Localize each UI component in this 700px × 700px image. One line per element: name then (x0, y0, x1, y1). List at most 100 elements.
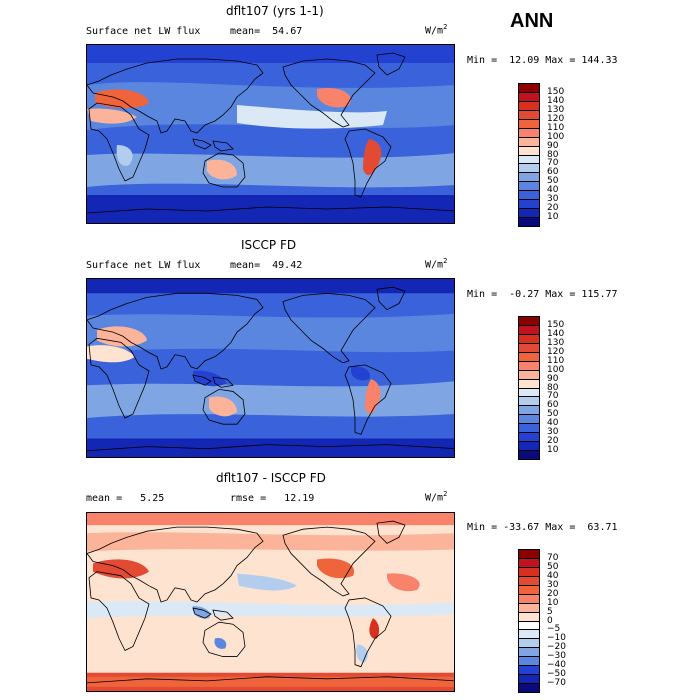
panel-1-units: W/m2 (425, 23, 448, 37)
contour-region (214, 637, 227, 649)
colorbar-level-label: −30 (547, 651, 566, 662)
contour-region (237, 573, 297, 591)
colorbar-level-label: 90 (547, 140, 559, 151)
panel-3-title: dflt107 - ISCCP FD (216, 471, 326, 485)
colorbar-level-label: −5 (547, 624, 561, 635)
panel-1-colorbar: 150 140 130 120 110 100 90 80 70 60 50 40 30 20 10 (518, 83, 564, 227)
colorbar-level-label: 150 (547, 86, 565, 97)
coastline (87, 526, 264, 603)
colorbar-level-label: 120 (547, 113, 565, 124)
contour-region (116, 145, 133, 166)
colorbar-level-label: 5 (547, 606, 553, 617)
contour-region (95, 89, 149, 109)
contour-region (87, 108, 137, 124)
panel-2-variable: Surface net LW flux (86, 260, 201, 271)
colorbar-level-label: 90 (547, 373, 559, 384)
panel-3-minmax: Min = -33.67 Max = 63.71 (467, 522, 618, 533)
colorbar-level-label: 60 (547, 400, 559, 411)
contour-region (87, 195, 454, 223)
panel-3-map (86, 512, 455, 692)
colorbar-level-label: 40 (547, 185, 559, 196)
colorbar-level-label: −20 (547, 642, 566, 653)
colorbar-level-label: 140 (547, 328, 565, 339)
coastline (282, 292, 376, 364)
contour-region (87, 45, 454, 63)
colorbar-level-label: 20 (547, 588, 559, 599)
contour-region (87, 513, 454, 526)
panel-3-colorbar: 70 50 40 30 20 10 5 0 −5 −10 −20 −30 −40 −50 −70 (518, 549, 566, 693)
colorbar-level-label: 30 (547, 579, 559, 590)
contour-region (87, 438, 454, 457)
colorbar-level-label: 80 (547, 149, 559, 160)
panel-1-minmax: Min = 12.09 Max = 144.33 (467, 55, 618, 66)
coastline (376, 286, 406, 311)
panel-1-map (86, 44, 455, 224)
contour-region (365, 379, 381, 414)
coastline (282, 526, 376, 597)
coastline (376, 520, 406, 544)
contour-region (87, 381, 454, 419)
colorbar-level-label: 130 (547, 337, 565, 348)
panel-3-rmse: rmse = 12.19 (230, 493, 315, 504)
colorbar-level-label: −70 (547, 678, 566, 689)
contour-region (87, 676, 454, 687)
contour-region (87, 532, 454, 552)
contour-region (351, 366, 370, 381)
coastline (202, 388, 246, 425)
coastline (282, 58, 376, 128)
panel-2-title: ISCCP FD (241, 238, 297, 252)
coastline (87, 676, 454, 684)
colorbar-level-label: 20 (547, 436, 559, 447)
contour-region (87, 345, 135, 363)
contour-region (369, 618, 380, 639)
coastline (202, 621, 246, 657)
coastline (202, 152, 246, 188)
contour-region (207, 159, 237, 180)
coastline (87, 206, 454, 214)
colorbar-level-label: 10 (547, 212, 559, 223)
contour-region (317, 558, 355, 579)
colorbar-level-label: 50 (547, 409, 559, 420)
colorbar-swatch (518, 450, 540, 460)
panel-2-mean: mean= 49.42 (230, 260, 303, 271)
panel-1-mean: mean= 54.67 (230, 26, 303, 37)
contour-region (87, 153, 454, 188)
season-label: ANN (510, 10, 554, 32)
colorbar-level-label: −40 (547, 660, 566, 671)
contour-region (237, 105, 387, 129)
contour-region (87, 601, 454, 619)
colorbar-level-label: 60 (547, 167, 559, 178)
colorbar-level-label: 100 (547, 364, 565, 375)
contour-region (87, 313, 454, 353)
coastline (344, 364, 392, 435)
contour-region (209, 396, 237, 417)
coastline (88, 102, 150, 182)
colorbar-level-label: 50 (547, 176, 559, 187)
colorbar-level-label: 40 (547, 418, 559, 429)
colorbar-level-label: 140 (547, 95, 565, 106)
colorbar-level-label: −10 (547, 633, 566, 644)
panel-2-minmax: Min = -0.27 Max = 115.77 (467, 289, 618, 300)
coastline (87, 444, 454, 452)
colorbar-level-label: 0 (547, 615, 553, 626)
contour-region (317, 87, 351, 108)
colorbar-level-label: 130 (547, 104, 565, 115)
colorbar-level-label: −50 (547, 669, 566, 680)
colorbar-level-label: 70 (547, 391, 559, 402)
contour-region (363, 139, 382, 176)
contour-region (387, 573, 420, 592)
panel-2-colorbar: 150 140 130 120 110 100 90 80 70 60 50 40 30 20 10 (518, 316, 564, 460)
coastline (88, 337, 150, 419)
panel-1-map-svg (87, 45, 454, 223)
coastline (87, 292, 264, 370)
colorbar-swatch (518, 683, 540, 693)
panel-3-map-svg (87, 513, 454, 691)
colorbar-level-label: 30 (547, 427, 559, 438)
colorbar-level-label: 40 (547, 570, 559, 581)
colorbar-level-label: 50 (547, 561, 559, 572)
panel-1-variable: Surface net LW flux (86, 26, 201, 37)
colorbar-level-label: 10 (547, 597, 559, 608)
panel-2-map (86, 278, 455, 458)
coastline (192, 607, 234, 621)
contour-region (87, 279, 454, 294)
